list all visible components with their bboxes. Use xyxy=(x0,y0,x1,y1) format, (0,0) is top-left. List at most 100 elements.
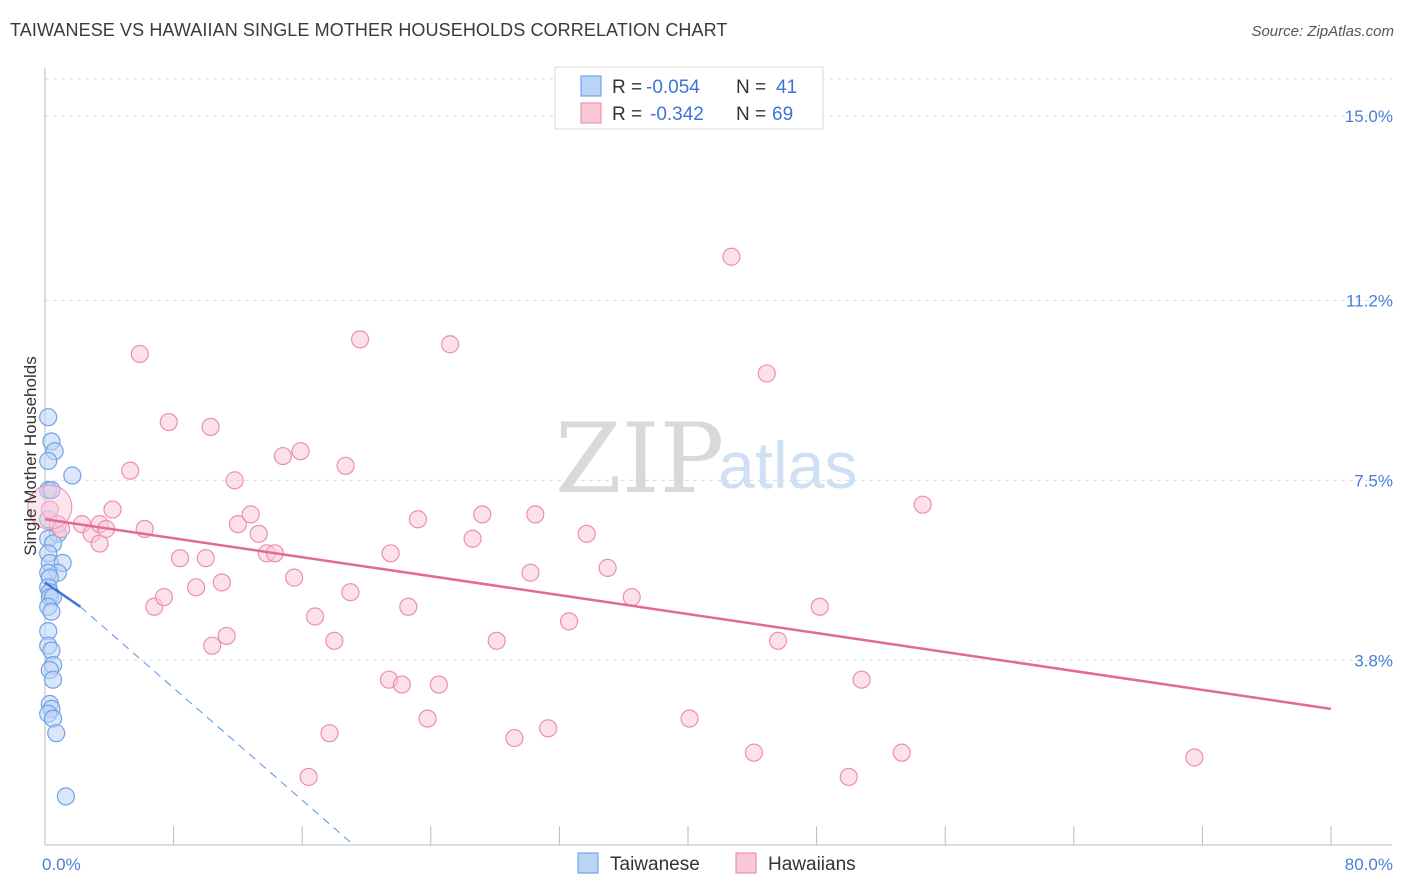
point-hawaiians-19 xyxy=(196,549,215,568)
point-hawaiians-62 xyxy=(810,597,829,616)
point-hawaiians-23 xyxy=(228,515,247,534)
point-hawaiians-53 xyxy=(559,612,579,631)
bottom-legend-swatch-taiwanese xyxy=(577,852,599,874)
legend-n-value-taiwanese: 41 xyxy=(776,77,797,98)
point-hawaiians-66 xyxy=(913,495,932,514)
top-legend: R = -0.054 N = 41 R = -0.342 N = 69 xyxy=(554,66,824,130)
bottom-legend: Taiwanese Hawaiians xyxy=(577,852,856,875)
point-taiwanese-33 xyxy=(47,724,66,743)
y-tick-label-0: 3.8% xyxy=(1354,651,1393,670)
point-taiwanese-22 xyxy=(42,602,61,621)
point-hawaiians-52 xyxy=(539,719,558,738)
point-hawaiians-12 xyxy=(159,412,178,432)
point-hawaiians-16 xyxy=(154,587,174,607)
point-hawaiians-17 xyxy=(170,549,190,568)
point-taiwanese-0 xyxy=(39,408,58,427)
legend-swatch-taiwanese xyxy=(580,75,602,97)
point-hawaiians-58 xyxy=(722,247,741,266)
source-credit: Source: ZipAtlas.com xyxy=(1251,23,1394,40)
point-hawaiians-24 xyxy=(241,505,260,524)
bottom-legend-label-taiwanese: Taiwanese xyxy=(610,854,700,875)
point-hawaiians-36 xyxy=(341,583,360,602)
watermark-atlas: atlas xyxy=(718,428,857,502)
point-hawaiians-34 xyxy=(325,631,344,650)
point-hawaiians-49 xyxy=(505,728,524,748)
watermark: ZIP atlas xyxy=(555,403,857,515)
point-hawaiians-35 xyxy=(336,456,355,475)
point-hawaiians-65 xyxy=(892,743,911,762)
y-axis-label: Single Mother Households xyxy=(21,356,40,555)
point-hawaiians-64 xyxy=(852,670,871,689)
point-hawaiians-14 xyxy=(225,471,244,490)
point-hawaiians-30 xyxy=(291,442,310,461)
y-tick-label-3: 15.0% xyxy=(1345,107,1393,126)
point-taiwanese-3 xyxy=(39,451,58,471)
point-hawaiians-33 xyxy=(320,724,339,743)
trend-line-taiwanese-extension xyxy=(79,606,355,846)
point-taiwanese-34 xyxy=(56,787,75,806)
point-hawaiians-43 xyxy=(418,709,437,728)
legend-r-label-taiwanese: R = xyxy=(612,77,642,98)
point-hawaiians-46 xyxy=(463,529,482,548)
legend-r-value-hawaiians: -0.342 xyxy=(650,104,704,125)
point-taiwanese-4 xyxy=(63,466,82,485)
point-hawaiians-61 xyxy=(768,631,788,650)
legend-r-label-hawaiians: R = xyxy=(612,104,642,125)
point-hawaiians-40 xyxy=(381,544,400,563)
point-hawaiians-56 xyxy=(622,587,641,607)
point-hawaiians-42 xyxy=(408,510,428,529)
point-hawaiians-7 xyxy=(103,500,122,519)
point-hawaiians-57 xyxy=(680,709,699,728)
legend-n-label-hawaiians: N = xyxy=(736,104,766,125)
point-hawaiians-55 xyxy=(598,558,617,577)
point-hawaiians-28 xyxy=(273,446,293,466)
x-tick-label-1: 80.0% xyxy=(1345,855,1393,874)
point-hawaiians-37 xyxy=(350,330,370,349)
point-hawaiians-54 xyxy=(577,524,596,543)
legend-n-value-hawaiians: 69 xyxy=(772,104,793,125)
trend-lines xyxy=(44,518,1332,846)
point-hawaiians-20 xyxy=(203,636,222,655)
point-hawaiians-21 xyxy=(212,573,231,592)
chart-title: TAIWANESE VS HAWAIIAN SINGLE MOTHER HOUS… xyxy=(10,20,728,40)
point-hawaiians-cluster xyxy=(27,484,73,530)
point-hawaiians-45 xyxy=(440,335,460,354)
point-hawaiians-41 xyxy=(399,597,418,616)
point-hawaiians-18 xyxy=(187,578,206,597)
point-taiwanese-28 xyxy=(43,670,63,689)
point-hawaiians-39 xyxy=(392,675,411,694)
x-tick-label-0: 0.0% xyxy=(42,855,81,874)
bottom-legend-label-hawaiians: Hawaiians xyxy=(768,854,856,875)
point-hawaiians-22 xyxy=(217,626,236,646)
legend-swatch-hawaiians xyxy=(580,102,602,124)
point-hawaiians-50 xyxy=(521,563,540,582)
point-hawaiians-47 xyxy=(473,505,492,524)
point-hawaiians-44 xyxy=(429,675,448,694)
point-hawaiians-0 xyxy=(40,500,59,519)
point-hawaiians-59 xyxy=(744,743,764,762)
point-hawaiians-31 xyxy=(299,767,318,787)
point-hawaiians-11 xyxy=(130,344,149,364)
y-tick-label-1: 7.5% xyxy=(1354,471,1393,490)
legend-n-label-taiwanese: N = xyxy=(736,77,766,98)
point-hawaiians-10 xyxy=(121,461,140,480)
trend-line-taiwanese xyxy=(44,581,82,608)
y-tick-label-2: 11.2% xyxy=(1346,291,1393,310)
watermark-zip: ZIP xyxy=(555,403,724,515)
point-hawaiians-13 xyxy=(201,417,220,436)
bottom-legend-swatch-hawaiians xyxy=(735,852,757,874)
data-points xyxy=(27,247,1204,806)
trend-line-hawaiians xyxy=(44,518,1332,711)
point-hawaiians-51 xyxy=(526,505,545,524)
legend-r-value-taiwanese: -0.054 xyxy=(646,77,700,98)
point-hawaiians-32 xyxy=(305,607,325,626)
point-hawaiians-67 xyxy=(1185,748,1204,767)
axes: 3.8% 7.5% 11.2% 15.0% 0.0% 80.0% xyxy=(42,68,1393,874)
point-hawaiians-60 xyxy=(757,364,776,383)
point-hawaiians-48 xyxy=(487,631,506,650)
point-hawaiians-63 xyxy=(839,767,858,787)
point-hawaiians-29 xyxy=(285,568,304,587)
point-hawaiians-25 xyxy=(249,524,268,543)
grid-lines xyxy=(45,78,1392,661)
